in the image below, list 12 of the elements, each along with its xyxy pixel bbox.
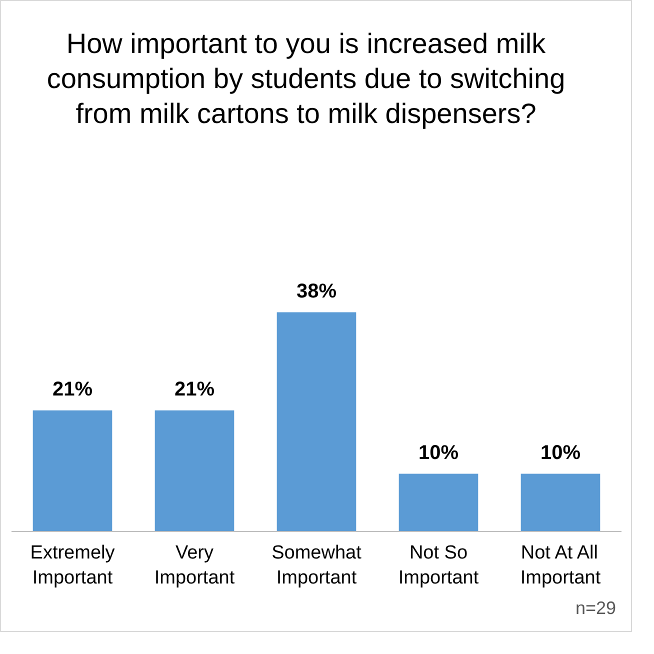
x-tick-label: Extremely Important <box>30 542 116 589</box>
data-label: 38% <box>296 280 337 302</box>
data-label: 21% <box>174 378 215 400</box>
x-tick-label: Not At All Important <box>520 542 602 589</box>
data-label: 10% <box>540 442 581 464</box>
x-tick-label: Somewhat Important <box>272 542 362 589</box>
data-label: 10% <box>418 442 459 464</box>
x-tick-label: Very Important <box>154 542 236 589</box>
data-label: 21% <box>52 378 93 400</box>
chart-title: How important to you is increased milk consumption by students due to switching from milk cartons to milk dispensers? <box>46 27 566 131</box>
x-tick-label: Not So Important <box>398 542 480 589</box>
text: n=29 <box>575 597 616 620</box>
